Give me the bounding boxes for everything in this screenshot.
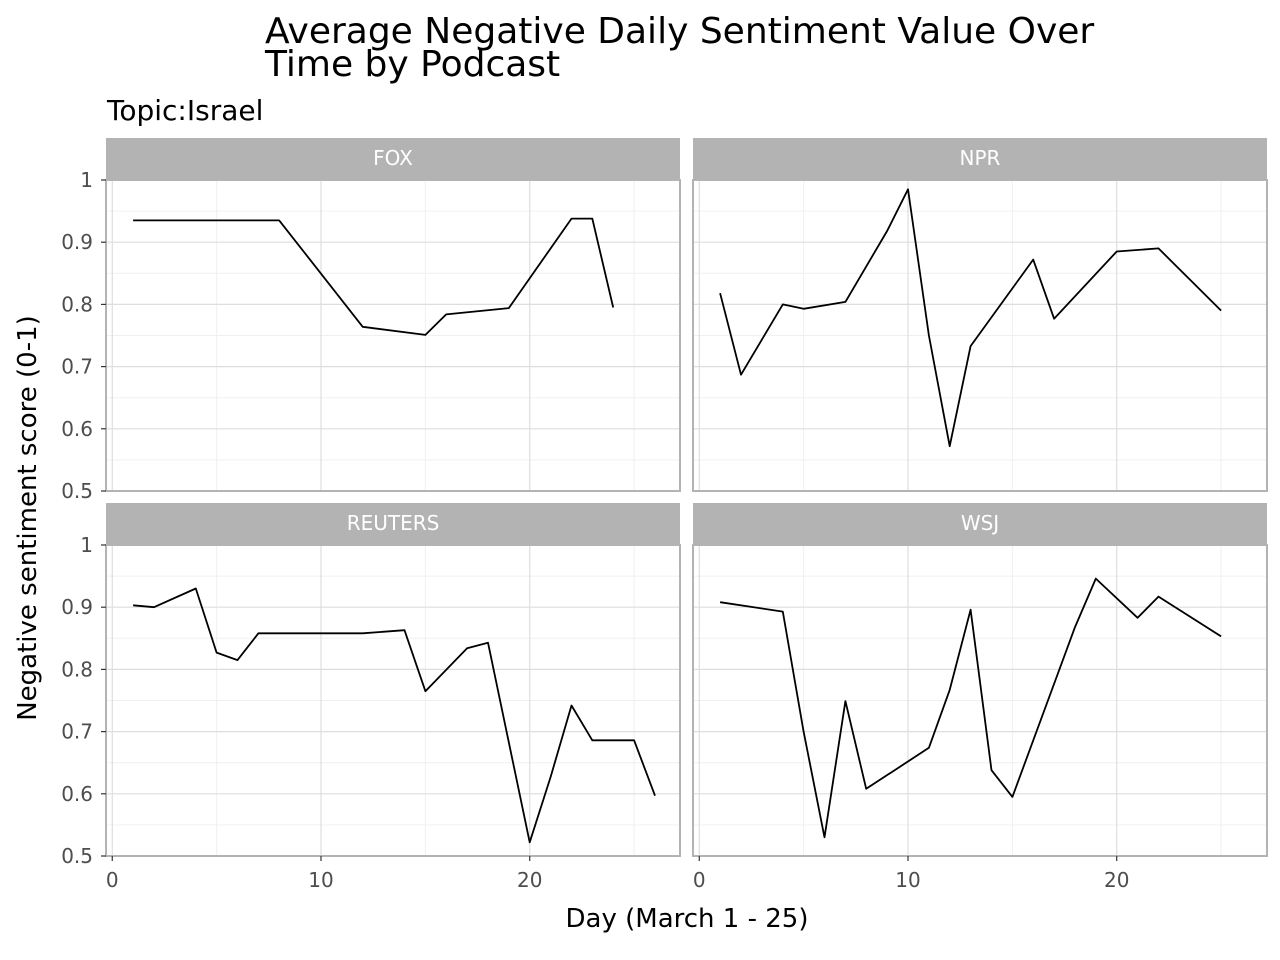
strip-label: REUTERS <box>347 511 440 535</box>
x-tick-label: 20 <box>1104 868 1129 892</box>
y-tick-label: 0.9 <box>61 595 93 619</box>
y-tick-label: 0.9 <box>61 230 93 254</box>
y-tick-label: 0.5 <box>61 479 93 503</box>
x-tick-label: 10 <box>895 868 920 892</box>
strip-background <box>693 503 1267 545</box>
chart-title-line-1: Average Negative Daily Sentiment Value O… <box>265 11 1094 52</box>
y-tick-label: 0.8 <box>61 657 93 681</box>
facet-panels: FOX 0.5 0.6 0.7 0.8 0.9 1 NPR REUTERS 0.5 0.6 0.7 0.… <box>61 138 1268 892</box>
series-line-reuters <box>133 587 656 844</box>
strip-label: FOX <box>373 146 413 170</box>
chart-title-line-2: Time by Podcast <box>264 44 560 85</box>
strip-label: WSJ <box>961 511 999 535</box>
strip-background <box>106 503 680 545</box>
series-line-npr <box>719 188 1222 448</box>
x-tick-label: 0 <box>106 868 119 892</box>
strip-background <box>693 138 1267 180</box>
chart-subtitle: Topic:Israel <box>106 94 263 127</box>
x-tick-label: 10 <box>308 868 333 892</box>
y-tick-label: 0.7 <box>61 720 93 744</box>
panel-fox: FOX 0.5 0.6 0.7 0.8 0.9 1 <box>61 138 681 503</box>
strip-label: NPR <box>960 146 1001 170</box>
y-tick-label: 1 <box>80 533 93 557</box>
x-tick-label: 0 <box>693 868 706 892</box>
panel-border <box>105 544 681 857</box>
panel-npr: NPR <box>692 138 1268 492</box>
panel-border <box>692 179 1268 492</box>
strip-background <box>106 138 680 180</box>
panel-border <box>692 544 1268 857</box>
panel-border <box>105 179 681 492</box>
x-tick-label: 20 <box>517 868 542 892</box>
series-line-wsj <box>719 577 1222 839</box>
panel-wsj: WSJ 0 10 20 <box>692 503 1268 892</box>
series-line-fox <box>133 217 615 336</box>
y-tick-label: 0.8 <box>61 292 93 316</box>
y-tick-label: 0.7 <box>61 355 93 379</box>
x-axis-title: Day (March 1 - 25) <box>566 904 809 934</box>
y-tick-label: 1 <box>80 168 93 192</box>
y-axis-title: Negative sentiment score (0-1) <box>13 315 43 721</box>
y-tick-label: 0.6 <box>61 417 93 441</box>
y-tick-label: 0.5 <box>61 844 93 868</box>
y-tick-label: 0.6 <box>61 782 93 806</box>
